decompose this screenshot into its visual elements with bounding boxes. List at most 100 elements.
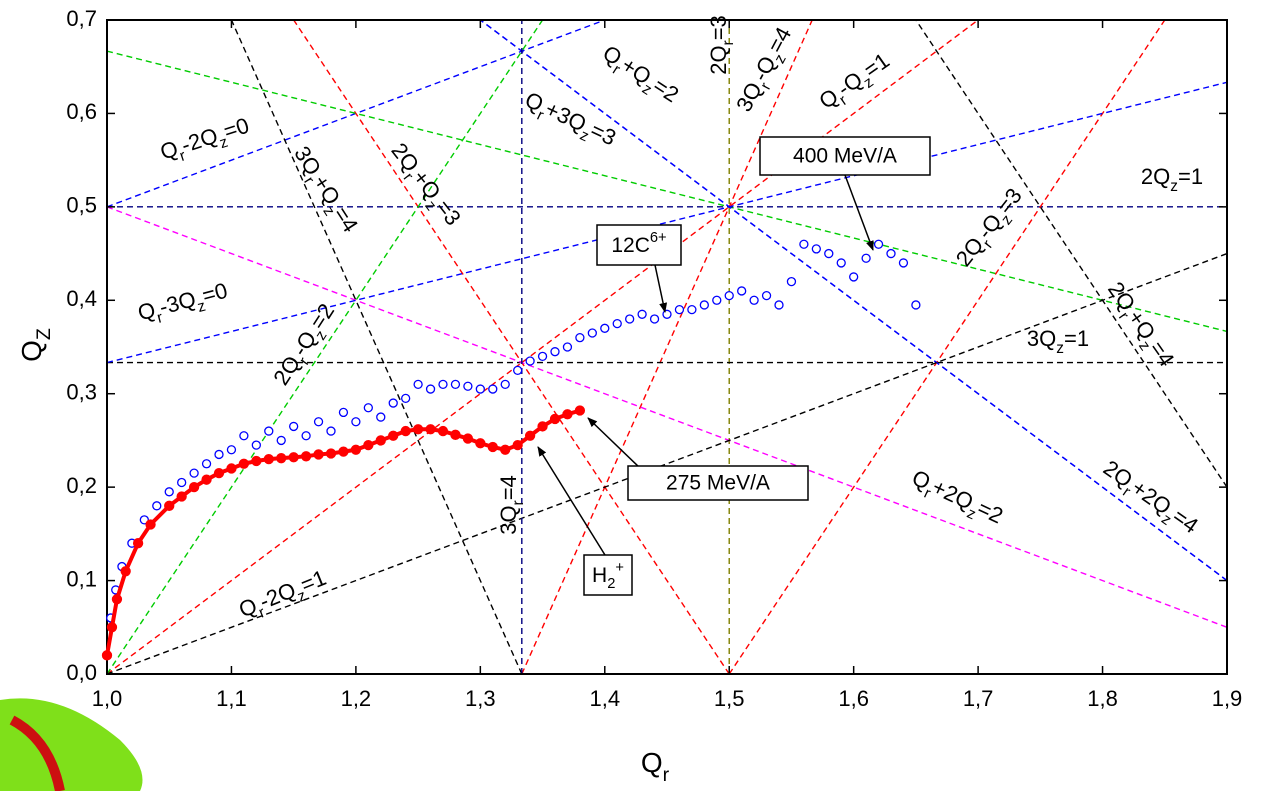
data-point <box>325 448 337 459</box>
data-point <box>886 248 896 259</box>
annotation-box <box>583 554 633 596</box>
annotation: 275 MeV/A <box>666 472 770 495</box>
data-point <box>575 333 585 343</box>
annotation: H2+ <box>592 560 624 592</box>
resonance-label: 3Qz=1 <box>1027 326 1089 357</box>
data-point <box>873 239 884 249</box>
data-point <box>288 452 299 463</box>
data-point <box>687 304 697 315</box>
data-point <box>326 426 336 436</box>
y-axis-label: QZ <box>16 328 55 362</box>
resonance-lines <box>107 20 1227 674</box>
data-point <box>177 477 187 488</box>
y-tick-label: 0,1 <box>66 566 97 591</box>
annotation-box <box>596 224 682 266</box>
data-point <box>300 451 312 462</box>
data-point <box>799 239 809 249</box>
data-point <box>313 449 324 460</box>
data-point <box>101 650 113 661</box>
data-point <box>289 421 299 432</box>
data-point <box>152 501 162 511</box>
x-tick-label: 1,4 <box>589 686 620 711</box>
data-point <box>188 481 200 493</box>
data-point <box>500 379 510 390</box>
data-point <box>251 440 261 450</box>
data-point <box>338 446 349 457</box>
resonance-label: Qr+3Qz=3 <box>519 87 620 156</box>
data-point <box>189 468 199 478</box>
data-point <box>412 424 424 435</box>
data-point <box>574 405 586 416</box>
resonance-line <box>479 20 1227 582</box>
x-tick-label: 1,0 <box>92 686 123 711</box>
data-point <box>500 444 511 455</box>
resonance-label: Qr-3Qz=0 <box>135 277 232 330</box>
resonance-label: 3Qr+Qz=4 <box>285 141 364 239</box>
data-point <box>401 393 411 404</box>
decoration <box>9 715 65 791</box>
data-point <box>749 295 759 305</box>
data-point <box>388 398 398 408</box>
data-point <box>463 381 473 391</box>
data-point <box>786 276 797 287</box>
plot-frame <box>106 19 1228 675</box>
resonance-label: Qr-2Qz=0 <box>157 112 254 170</box>
data-point <box>201 459 212 469</box>
data-point <box>201 474 212 485</box>
data-point <box>238 458 250 469</box>
data-point <box>438 379 448 390</box>
resonance-line <box>728 20 1166 674</box>
annotation: 400 MeV/A <box>793 145 897 168</box>
y-tick-label: 0,0 <box>66 660 97 685</box>
data-point <box>898 258 909 268</box>
resonance-label: 3Qr-Qz=4 <box>731 23 801 118</box>
data-point <box>450 379 461 390</box>
data-point <box>145 519 156 530</box>
data-point <box>550 347 560 357</box>
data-point <box>106 622 118 633</box>
y-tick-label: 0,2 <box>66 473 97 498</box>
data-point <box>811 244 821 254</box>
resonance-label: 2Qr+2Qz=4 <box>1096 455 1203 543</box>
resonance-line <box>107 20 979 674</box>
data-point <box>488 384 498 394</box>
data-point <box>251 455 262 467</box>
data-point <box>214 449 224 460</box>
annotation-arrow <box>587 417 641 469</box>
resonance-line <box>107 20 544 674</box>
resonance-label: 2Qr=3 <box>706 15 737 75</box>
data-point <box>525 356 535 366</box>
resonance-label: 2Qz=1 <box>1141 164 1203 195</box>
annotation-box <box>627 465 809 501</box>
data-point <box>276 453 287 464</box>
x-tick-label: 1,3 <box>465 686 496 711</box>
data-point <box>774 300 784 310</box>
data-point <box>263 453 274 465</box>
resonance-line <box>107 50 1227 333</box>
resonance-line <box>230 20 523 674</box>
data-point <box>549 413 561 425</box>
resonance-line <box>107 81 1227 364</box>
data-point <box>712 295 722 305</box>
data-point <box>363 439 374 451</box>
data-point <box>313 417 324 427</box>
data-point <box>512 439 523 451</box>
x-tick-label: 1,9 <box>1212 686 1243 711</box>
data-point <box>524 430 536 441</box>
annotation-arrow <box>654 264 668 313</box>
resonance-line <box>915 20 1227 488</box>
data-point <box>120 566 131 577</box>
y-tick-label: 0,3 <box>66 380 97 405</box>
resonance-label: Qr+Qz=2 <box>595 40 683 112</box>
x-tick-label: 1,8 <box>1087 686 1118 711</box>
data-point <box>226 445 237 455</box>
data-point <box>400 425 411 437</box>
resonance-label: 2Qr+Qz=3 <box>382 138 466 234</box>
data-point <box>425 384 436 394</box>
data-point <box>600 323 610 333</box>
resonance-label: 3Qr=4 <box>496 475 527 535</box>
data-point <box>239 431 249 441</box>
x-axis-label: Qr <box>641 747 670 786</box>
data-point <box>351 417 361 427</box>
